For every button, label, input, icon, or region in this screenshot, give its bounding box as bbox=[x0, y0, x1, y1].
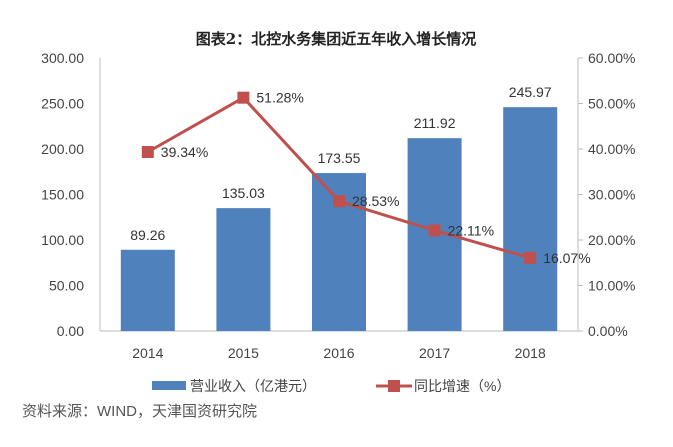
right-tick-label: 10.00% bbox=[588, 278, 635, 294]
right-tick-label: 0.00% bbox=[588, 323, 628, 339]
left-tick-label: 0.00 bbox=[57, 323, 84, 339]
left-tick-label: 200.00 bbox=[41, 141, 84, 157]
revenue-data-label: 245.97 bbox=[509, 84, 552, 100]
revenue-bar bbox=[216, 208, 271, 331]
right-tick-label: 50.00% bbox=[588, 96, 635, 112]
revenue-data-label: 173.55 bbox=[318, 150, 361, 166]
right-tick-label: 30.00% bbox=[588, 187, 635, 203]
growth-marker bbox=[524, 251, 537, 264]
x-tick-label: 2017 bbox=[419, 345, 450, 361]
revenue-bar bbox=[120, 249, 175, 331]
x-tick-label: 2015 bbox=[228, 345, 259, 361]
x-tick-label: 2016 bbox=[323, 345, 354, 361]
left-tick-label: 250.00 bbox=[41, 96, 84, 112]
revenue-bar bbox=[503, 107, 558, 331]
left-tick-label: 150.00 bbox=[41, 187, 84, 203]
growth-data-label: 16.07% bbox=[543, 250, 590, 266]
x-tick-label: 2014 bbox=[132, 345, 163, 361]
source-note: 资料来源：WIND，天津国资研究院 bbox=[22, 403, 257, 420]
chart-title: 图表2：北控水务集团近五年收入增长情况 bbox=[196, 30, 476, 48]
growth-marker bbox=[237, 91, 250, 104]
left-tick-label: 300.00 bbox=[41, 50, 84, 66]
growth-data-label: 39.34% bbox=[161, 144, 208, 160]
right-tick-label: 60.00% bbox=[588, 50, 635, 66]
x-tick-label: 2018 bbox=[515, 345, 546, 361]
legend-bar-swatch bbox=[152, 381, 186, 390]
growth-marker bbox=[141, 146, 154, 159]
growth-data-label: 51.28% bbox=[256, 90, 303, 106]
legend-bar-label: 营业收入（亿港元） bbox=[190, 378, 316, 394]
growth-data-label: 28.53% bbox=[352, 193, 399, 209]
revenue-data-label: 211.92 bbox=[414, 115, 456, 131]
combo-chart: 图表2：北控水务集团近五年收入增长情况 0.00 50.00 100.00 150.0… bbox=[41, 30, 635, 394]
growth-marker bbox=[428, 224, 441, 237]
left-tick-label: 50.00 bbox=[49, 278, 84, 294]
right-tick-label: 20.00% bbox=[588, 232, 635, 248]
growth-marker bbox=[333, 195, 345, 208]
legend-line-marker bbox=[388, 380, 400, 392]
right-tick-label: 40.00% bbox=[588, 141, 635, 157]
legend-line-label: 同比增速（%） bbox=[414, 378, 510, 394]
revenue-data-label: 89.26 bbox=[130, 227, 165, 243]
left-tick-label: 100.00 bbox=[41, 232, 84, 248]
growth-data-label: 22.11% bbox=[448, 222, 494, 238]
revenue-data-label: 135.03 bbox=[222, 185, 265, 201]
